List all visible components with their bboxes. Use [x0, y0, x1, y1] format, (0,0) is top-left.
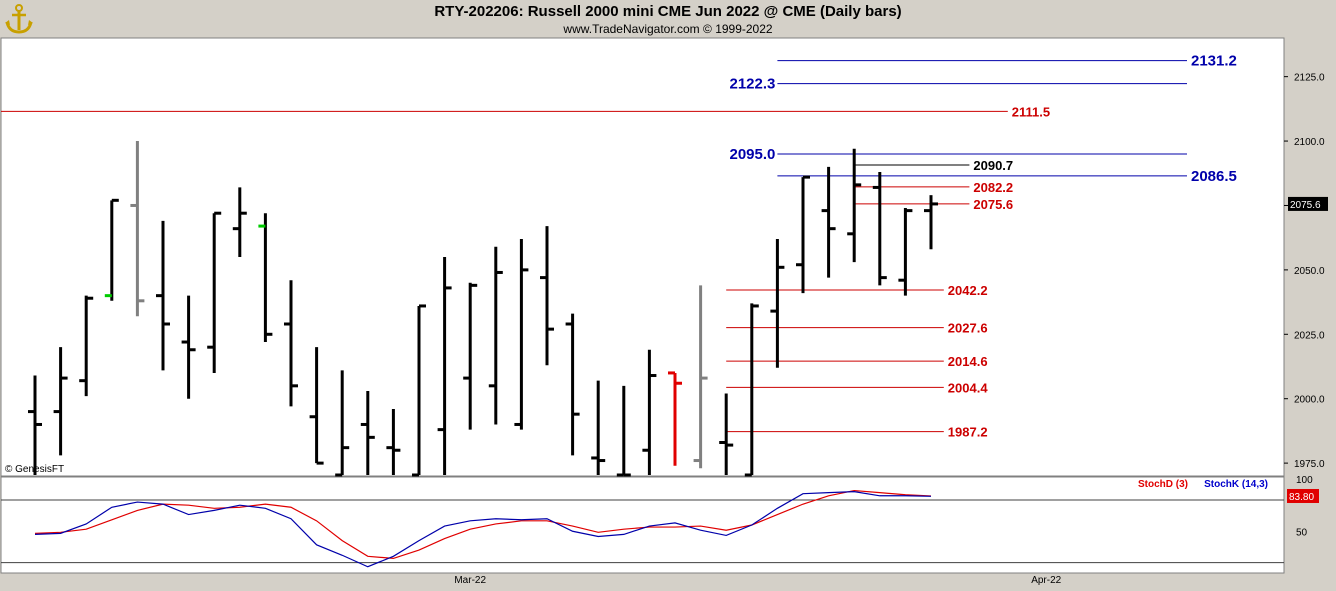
last-price-tag — [1288, 196, 1328, 211]
chart-header: RTY-202206: Russell 2000 mini CME Jun 20… — [0, 0, 1336, 38]
x-axis-label: Apr-22 — [1031, 575, 1061, 586]
ohlc-bar[interactable] — [309, 347, 324, 465]
ohlc-bar[interactable] — [847, 148, 862, 263]
ohlc-bar[interactable] — [53, 347, 68, 456]
ohlc-bar[interactable] — [565, 313, 580, 456]
stoch-series-d — [34, 489, 932, 559]
last-price-label: 2075.6 — [1290, 200, 1321, 211]
level-label-2131.2: 2131.2 — [1191, 53, 1237, 70]
price-axis-label: 2000.0 — [1294, 395, 1325, 406]
chart-title: RTY-202206: Russell 2000 mini CME Jun 20… — [434, 3, 902, 20]
ohlc-bar[interactable] — [591, 380, 606, 475]
level-label-2090.7: 2090.7 — [973, 158, 1013, 173]
ohlc-bar[interactable] — [412, 304, 426, 477]
price-axis-label: 2050.0 — [1294, 266, 1325, 277]
price-axis-label: 2125.0 — [1294, 73, 1325, 84]
ohlc-bar[interactable] — [770, 238, 785, 368]
ohlc-bar[interactable] — [540, 226, 554, 366]
level-label-2122.3: 2122.3 — [730, 76, 776, 93]
x-axis-label: Mar-22 — [454, 575, 486, 586]
level-label-2082.2: 2082.2 — [973, 180, 1013, 195]
watermark-text: © GenesisFT — [5, 464, 64, 475]
stoch-last-label: 83.80 — [1289, 492, 1314, 503]
ohlc-bar[interactable] — [821, 166, 836, 278]
stoch-axis-label: 50 — [1296, 527, 1308, 538]
stochastic-panel[interactable] — [0, 476, 1285, 574]
stoch-last-tag — [1287, 488, 1319, 503]
ohlc-bar[interactable] — [693, 285, 708, 469]
level-label-1987.2: 1987.2 — [948, 425, 988, 440]
ohlc-bar[interactable] — [284, 280, 298, 407]
level-label-2014.6: 2014.6 — [948, 354, 988, 369]
ohlc-bar[interactable] — [719, 393, 734, 475]
ohlc-bar[interactable] — [130, 141, 145, 317]
ohlc-bar[interactable] — [79, 295, 94, 397]
level-label-2086.5: 2086.5 — [1191, 168, 1237, 185]
level-label-2095.0: 2095.0 — [730, 146, 776, 163]
ohlc-bar[interactable] — [104, 198, 119, 301]
price-axis-label: 1975.0 — [1294, 459, 1325, 470]
ohlc-bar[interactable] — [872, 171, 887, 286]
stoch-series-k — [34, 491, 932, 568]
ohlc-bar[interactable] — [207, 211, 222, 373]
ohlc-bar[interactable] — [181, 295, 196, 399]
ohlc-bar[interactable] — [156, 220, 170, 371]
price-axis-label: 2025.0 — [1294, 330, 1325, 341]
ohlc-bar[interactable] — [744, 303, 759, 477]
price-panel[interactable] — [0, 37, 1285, 477]
ohlc-bar[interactable] — [924, 195, 938, 250]
ohlc-bar[interactable] — [488, 246, 503, 425]
ohlc-bar[interactable] — [360, 390, 375, 475]
ohlc-bar[interactable] — [616, 385, 631, 477]
legend-stochk: StochK (14,3) — [1204, 479, 1268, 490]
ohlc-bar[interactable] — [437, 257, 452, 475]
ohlc-bar[interactable] — [642, 349, 657, 475]
ohlc-bar[interactable] — [335, 370, 350, 477]
level-label-2042.2: 2042.2 — [948, 283, 988, 298]
ohlc-bar[interactable] — [463, 282, 478, 430]
level-label-2004.4: 2004.4 — [948, 380, 989, 395]
ohlc-bar[interactable] — [898, 208, 913, 296]
chart-subtitle: www.TradeNavigator.com © 1999-2022 — [563, 22, 773, 36]
ohlc-bar[interactable] — [232, 187, 247, 257]
ohlc-bar[interactable] — [28, 375, 42, 475]
ohlc-bar[interactable] — [514, 238, 529, 430]
level-label-2111.5: 2111.5 — [1012, 104, 1050, 119]
price-axis-label: 2100.0 — [1294, 137, 1325, 148]
stoch-axis-label: 100 — [1296, 475, 1313, 486]
level-label-2027.6: 2027.6 — [948, 321, 988, 336]
legend-stochd: StochD (3) — [1138, 479, 1188, 490]
level-label-2075.6: 2075.6 — [973, 197, 1013, 212]
ohlc-bar[interactable] — [668, 371, 682, 466]
ohlc-bar[interactable] — [258, 213, 273, 343]
anchor-logo-icon — [5, 4, 33, 34]
ohlc-bar[interactable] — [796, 175, 810, 294]
ohlc-bar[interactable] — [386, 409, 401, 475]
